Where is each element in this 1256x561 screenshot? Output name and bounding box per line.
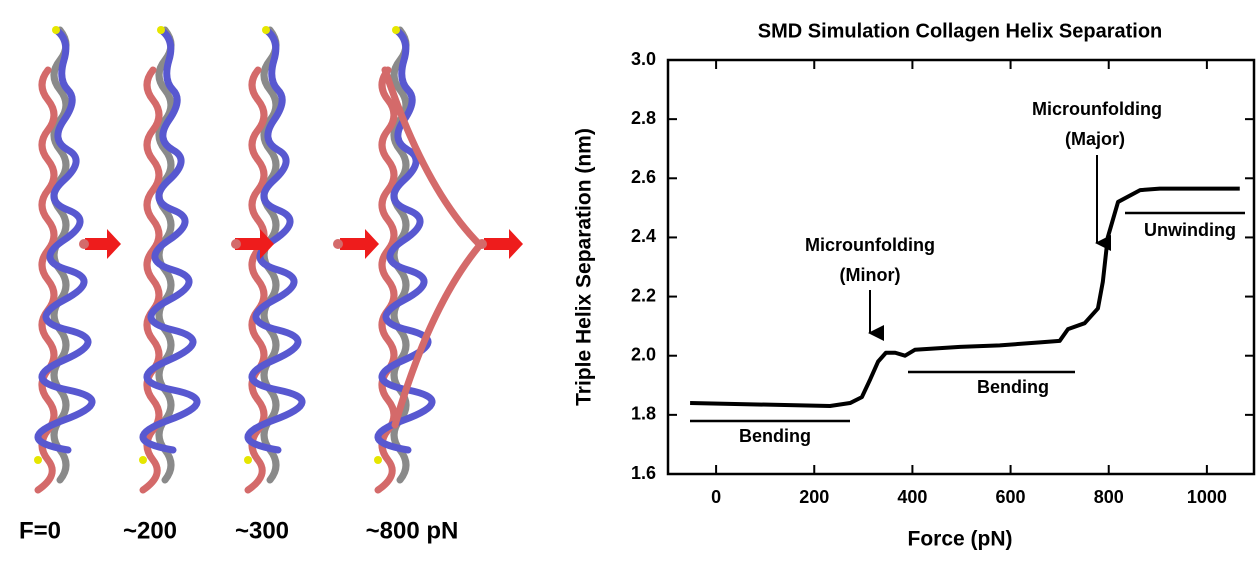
- annotation: Unwinding: [1144, 220, 1236, 240]
- annotation: (Minor): [840, 265, 901, 285]
- x-tick-label: 0: [711, 487, 721, 507]
- y-tick-label: 2.8: [631, 108, 656, 128]
- y-tick-label: 2.2: [631, 285, 656, 305]
- x-axis-label: Force (pN): [908, 528, 1013, 551]
- y-tick-label: 2.6: [631, 167, 656, 187]
- x-tick-label: 200: [799, 487, 829, 507]
- force-label: F=0: [19, 517, 61, 544]
- molecules: [34, 26, 485, 490]
- force-arrows: [79, 229, 523, 259]
- y-axis-label: Triple Helix Separation (nm): [573, 128, 596, 406]
- y-tick-label: 1.8: [631, 404, 656, 424]
- annotation: (Major): [1065, 129, 1125, 149]
- y-tick-label: 1.6: [631, 463, 656, 483]
- annotation: Bending: [739, 426, 811, 446]
- annotation: Microunfolding: [805, 235, 935, 255]
- x-tick-label: 1000: [1187, 487, 1227, 507]
- force-label: ~200: [123, 517, 177, 544]
- force-label: ~300: [235, 517, 289, 544]
- x-tick-label: 600: [996, 487, 1026, 507]
- chart-title: SMD Simulation Collagen Helix Separation: [758, 20, 1163, 42]
- data-line: [690, 186, 1240, 408]
- annotation: Microunfolding: [1032, 99, 1162, 119]
- x-tick-label: 800: [1094, 487, 1124, 507]
- annotation: Bending: [977, 377, 1049, 397]
- y-tick-label: 2.4: [631, 226, 656, 246]
- x-tick-label: 400: [897, 487, 927, 507]
- plot-frame: [666, 58, 1256, 476]
- force-label: ~800 pN: [366, 517, 459, 544]
- y-tick-label: 2.0: [631, 344, 656, 364]
- y-tick-label: 3.0: [631, 49, 656, 69]
